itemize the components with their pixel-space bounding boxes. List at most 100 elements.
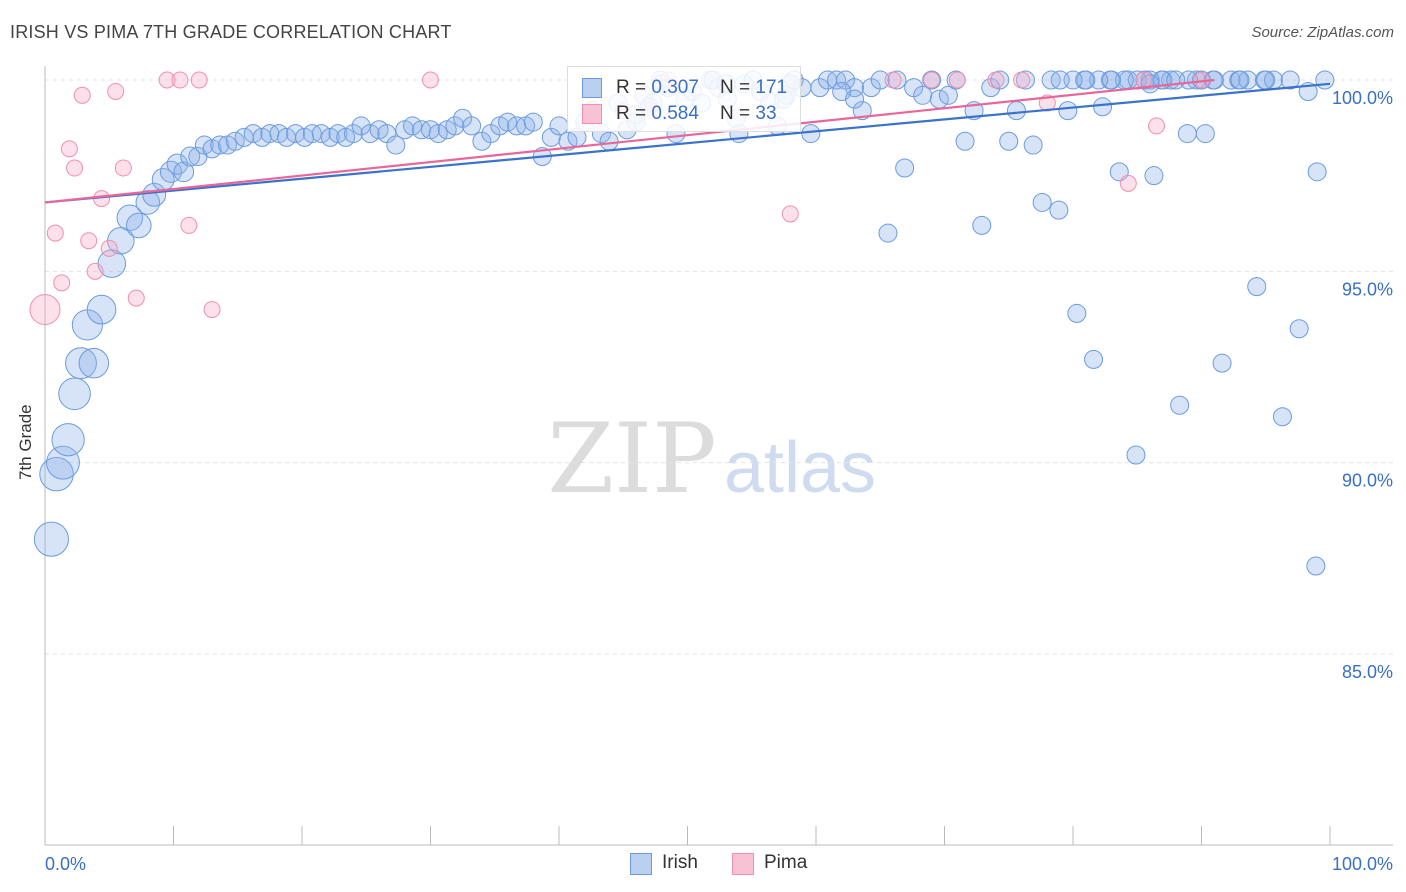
irish-point-69 (599, 131, 619, 151)
irish-point-44 (386, 135, 406, 155)
irish-point-103 (887, 70, 907, 90)
irish-point-51 (445, 116, 465, 136)
irish-point-12 (126, 212, 152, 239)
irish-point-136 (1170, 395, 1190, 415)
irish-point-101 (870, 70, 890, 90)
irish-point-23 (210, 135, 230, 155)
irish-point-116 (999, 131, 1019, 151)
pima-point-30 (1135, 71, 1153, 89)
irish-point-166 (845, 89, 865, 109)
legend-irish-n-label: N = (720, 77, 756, 98)
irish-point-1 (39, 456, 74, 492)
irish-point-172 (1230, 70, 1250, 90)
watermark: ZIP atlas (547, 403, 876, 515)
irish-point-118 (1015, 70, 1035, 90)
trend-line-pima (44, 78, 1215, 204)
pima-point-14 (171, 71, 189, 89)
pima-point-17 (203, 301, 221, 319)
irish-point-124 (1067, 303, 1087, 323)
pima-point-1 (46, 224, 64, 242)
pima-point-26 (987, 71, 1005, 89)
irish-point-14 (142, 182, 167, 207)
pima-point-27 (1013, 71, 1031, 89)
pima-point-18 (422, 71, 439, 89)
irish-point-19 (180, 146, 201, 167)
pima-point-6 (80, 232, 98, 250)
pima-point-9 (100, 239, 118, 257)
pima-point-13 (158, 71, 176, 89)
source-label: Source: ZipAtlas.com (1251, 24, 1394, 41)
irish-point-18 (173, 161, 195, 183)
irish-point-107 (922, 70, 942, 90)
irish-point-171 (1256, 70, 1276, 90)
y-tick-label-2: 95.0% (1342, 279, 1393, 299)
legend-pima-n-value: 33 (755, 103, 777, 124)
irish-point-133 (1144, 166, 1164, 186)
irish-point-139 (1195, 124, 1215, 144)
bottom-legend-irish-label: Irish (662, 852, 698, 873)
irish-point-149 (1280, 70, 1300, 90)
pima-point-11 (114, 159, 132, 177)
chart-title: IRISH VS PIMA 7TH GRADE CORRELATION CHAR… (10, 22, 452, 42)
irish-point-126 (1084, 349, 1104, 369)
legend-swatch-irish (582, 78, 602, 98)
x-tick-label-1: 100.0% (1332, 854, 1393, 874)
legend-pima-r-label: R = (616, 103, 652, 124)
irish-point-115 (990, 70, 1010, 90)
irish-point-53 (462, 116, 482, 136)
irish-point-117 (1006, 101, 1026, 121)
irish-point-3 (51, 423, 85, 457)
y-tick-labels: 85.0% 90.0% 95.0% 100.0% (1332, 88, 1393, 682)
irish-point-2 (46, 445, 80, 480)
y-axis-label: 7th Grade (16, 404, 35, 480)
stats-legend: R = 0.307 N = 171 R = 0.584 N = 33 (567, 66, 801, 132)
watermark-zip: ZIP (547, 403, 716, 515)
irish-point-141 (1212, 353, 1232, 373)
irish-point-98 (845, 78, 865, 98)
pima-point-0 (29, 294, 61, 326)
irish-point-8 (86, 294, 117, 325)
irish-point-145 (1247, 277, 1267, 297)
pima-point-25 (948, 71, 966, 89)
irish-point-5 (65, 347, 97, 380)
pima-point-22 (781, 205, 799, 223)
pima-point-29 (1119, 174, 1137, 192)
bottom-legend-pima-label: Pima (764, 852, 808, 873)
irish-point-148 (1272, 407, 1292, 427)
pima-point-10 (107, 82, 125, 100)
irish-point-170 (1307, 162, 1327, 182)
pima-point-15 (180, 216, 198, 234)
pima-point-2 (53, 274, 71, 292)
irish-point-4 (58, 377, 91, 411)
legend-irish-r-value: 0.307 (651, 77, 699, 98)
legend-pima-n-label: N = (720, 103, 756, 124)
y-tick-label-0: 85.0% (1342, 662, 1393, 682)
irish-point-122 (1049, 200, 1069, 220)
bottom-legend-swatch-irish (630, 853, 652, 875)
trend-line-irish (44, 82, 1331, 204)
series-pima-points (29, 71, 1210, 326)
irish-point-111 (955, 131, 975, 151)
irish-point-102 (878, 223, 898, 243)
pima-point-12 (127, 289, 145, 307)
grid-lines (45, 79, 1393, 655)
pima-point-4 (66, 159, 84, 177)
irish-point-113 (972, 215, 992, 235)
pima-point-24 (923, 71, 941, 89)
x-tick-label-0: 0.0% (45, 854, 86, 874)
irish-point-109 (938, 85, 958, 105)
irish-point-174 (1166, 70, 1186, 90)
irish-point-104 (895, 158, 915, 178)
trend-lines (44, 78, 1331, 204)
irish-point-120 (1032, 192, 1052, 212)
irish-point-7 (78, 347, 110, 379)
irish-point-93 (801, 124, 821, 144)
irish-point-0 (33, 521, 69, 557)
irish-point-153 (1315, 70, 1335, 90)
pima-point-3 (60, 140, 78, 158)
irish-point-127 (1093, 97, 1113, 117)
y-tick-label-3: 100.0% (1332, 88, 1393, 108)
legend-irish-r-label: R = (616, 77, 652, 98)
irish-point-60 (523, 112, 543, 132)
